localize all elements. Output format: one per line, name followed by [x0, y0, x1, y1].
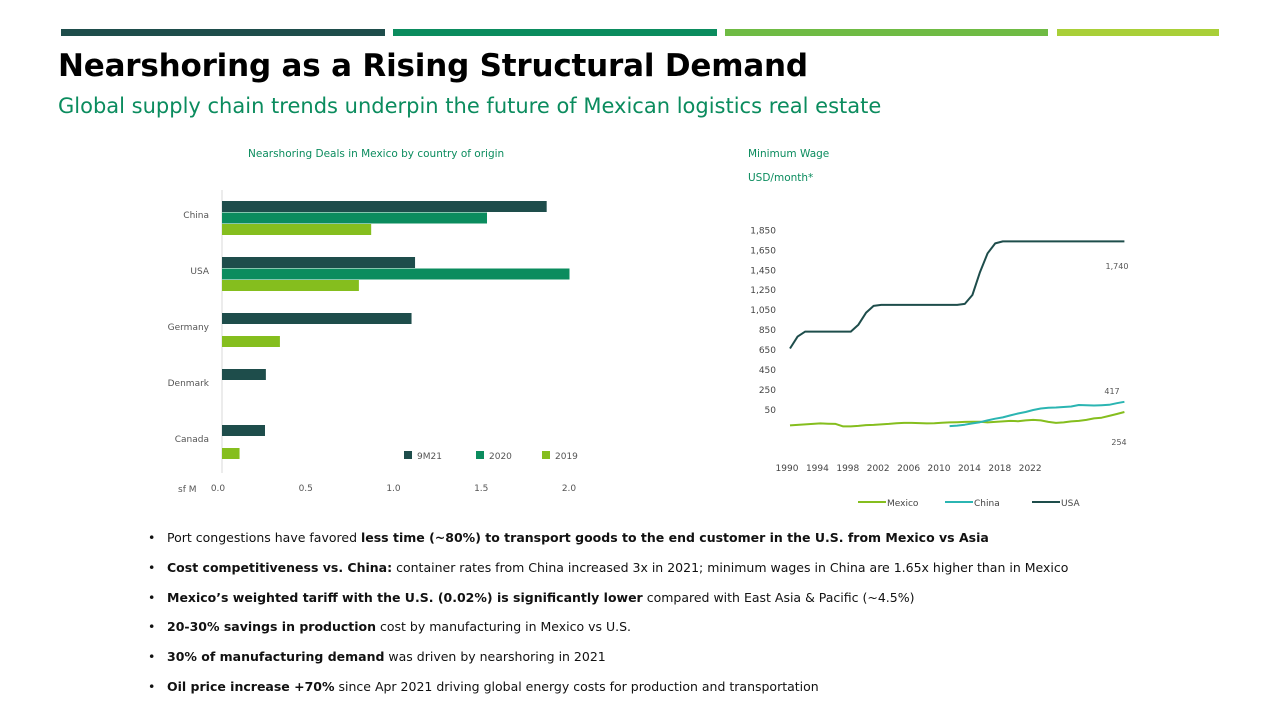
header-bar-2 — [393, 29, 717, 36]
bullet-bold-text: 20-30% savings in production — [167, 619, 377, 635]
line-x-tick-label: 2014 — [958, 464, 981, 474]
bar-category-label: Denmark — [168, 379, 210, 389]
page-title: Nearshoring as a Rising Structural Deman… — [58, 48, 808, 84]
bar-category-label: USA — [190, 267, 209, 277]
line-chart: 1,850 1,650 1,450 1,250 1,050 850 650 450 250 50 1… — [750, 227, 1129, 510]
line-y-tick-label: 450 — [759, 366, 776, 376]
header-bar-4 — [1057, 29, 1219, 36]
legend-label-mexico: Mexico — [887, 499, 919, 509]
china-end-label: 417 — [1104, 387, 1119, 396]
bullet-bold-text: Mexico’s weighted tariff with the U.S. (… — [167, 589, 643, 605]
bullet-bold-text: less time (~80%) to transport goods to t… — [360, 530, 989, 545]
bar-2019 — [222, 448, 240, 459]
line-x-tick-label: 2002 — [867, 464, 890, 474]
line-y-tick-label: 1,050 — [750, 306, 776, 316]
mexico-end-label: 254 — [1111, 438, 1126, 447]
line-y-tick-label: 50 — [765, 406, 777, 416]
legend-swatch-2020 — [476, 451, 484, 459]
bullet-item: • Oil price increase +70% since Apr 2021 … — [148, 677, 1148, 707]
bar-9m21 — [222, 257, 416, 268]
bullet-text: was driven by nearshoring in 2021 — [384, 649, 606, 665]
legend-label-2020: 2020 — [489, 452, 512, 462]
line-x-tick-label: 1998 — [836, 464, 859, 474]
line-x-tick-label: 2018 — [988, 464, 1011, 474]
bullet-dot: • — [148, 678, 156, 694]
bar-x-tick-label: 1.0 — [386, 484, 401, 494]
line-series-usa — [789, 240, 1125, 350]
bullet-item: • Cost competitiveness vs. China: contain… — [148, 558, 1148, 588]
legend-label-china: China — [974, 499, 1000, 509]
bar-2020 — [222, 268, 570, 280]
bullet-text: compared with East Asia & Pacific (~4.5%… — [642, 589, 915, 605]
bullet-bold-text: Cost competitiveness vs. China: — [167, 559, 393, 575]
line-x-tick-label: 1990 — [776, 464, 799, 474]
bar-chart-title: Nearshoring Deals in Mexico by country o… — [248, 148, 505, 160]
line-y-tick-label: 1,450 — [750, 266, 776, 276]
bullet-text: container rates from China increased 3x … — [392, 559, 1069, 575]
line-series-mexico — [789, 411, 1125, 428]
bullet-list: • Port congestions have favored less time… — [148, 528, 1148, 707]
bullet-dot: • — [148, 649, 156, 665]
bar-x-axis-label: sf M — [178, 485, 196, 495]
bullet-dot: • — [148, 589, 156, 605]
legend-swatch-2019 — [542, 451, 550, 459]
header-bar-1 — [61, 29, 385, 36]
legend-swatch-9m21 — [404, 451, 412, 459]
line-x-tick-label: 2010 — [928, 464, 951, 474]
bullet-bold-text: Oil price increase +70% — [167, 678, 335, 694]
legend-label-2019: 2019 — [555, 452, 578, 462]
bar-category-label: China — [183, 211, 209, 221]
bullet-item: • Port congestions have favored less time… — [148, 528, 1148, 558]
bar-chart: China USA Germany Denmark Canada 0.0 0.5 1.0 1.5… — [168, 190, 578, 495]
bullet-dot: • — [148, 530, 156, 545]
legend-label-usa: USA — [1061, 499, 1080, 509]
bar-category-label: Canada — [175, 435, 209, 445]
bar-2019 — [222, 224, 372, 235]
line-y-tick-label: 250 — [759, 386, 776, 396]
line-x-tick-label: 2022 — [1019, 464, 1042, 474]
bullet-text: Port congestions have favored — [167, 530, 361, 545]
line-series-china — [949, 400, 1125, 428]
bullet-item: • 20-30% savings in production cost by ma… — [148, 617, 1148, 647]
bar-9m21 — [222, 425, 265, 436]
bullet-text: cost by manufacturing in Mexico vs U.S. — [376, 619, 632, 635]
line-y-tick-label: 1,250 — [750, 286, 776, 296]
usa-end-label: 1,740 — [1106, 262, 1129, 271]
line-x-tick-label: 2006 — [897, 464, 920, 474]
line-chart-title: Minimum Wage — [748, 148, 830, 160]
bar-2020 — [222, 212, 488, 224]
line-y-tick-label: 650 — [759, 346, 776, 356]
bar-x-tick-label: 0.0 — [211, 484, 226, 494]
header-bar-3 — [725, 29, 1048, 36]
page-subtitle: Global supply chain trends underpin the … — [58, 94, 882, 118]
line-y-tick-label: 1,650 — [750, 246, 776, 256]
line-chart-ylabel: USD/month* — [748, 172, 814, 184]
bar-2019 — [222, 336, 280, 347]
bullet-dot: • — [148, 559, 156, 575]
line-y-tick-label: 850 — [759, 326, 776, 336]
line-x-tick-label: 1994 — [806, 464, 829, 474]
bullet-dot: • — [148, 619, 156, 635]
bar-9m21 — [222, 369, 266, 380]
legend-label-9m21: 9M21 — [417, 452, 442, 462]
bar-category-label: Germany — [168, 323, 210, 333]
bullet-item: • 30% of manufacturing demand was driven … — [148, 647, 1148, 677]
line-y-tick-label: 1,850 — [750, 227, 776, 237]
bar-x-tick-label: 2.0 — [562, 484, 577, 494]
bar-2019 — [222, 280, 359, 291]
bar-9m21 — [222, 313, 412, 324]
bar-9m21 — [222, 201, 547, 212]
bar-x-tick-label: 0.5 — [299, 484, 313, 494]
bullet-text: since Apr 2021 driving global energy cos… — [334, 678, 819, 694]
bar-x-tick-label: 1.5 — [474, 484, 488, 494]
bullet-bold-text: 30% of manufacturing demand — [167, 649, 385, 665]
bullet-item: • Mexico’s weighted tariff with the U.S. … — [148, 588, 1148, 618]
